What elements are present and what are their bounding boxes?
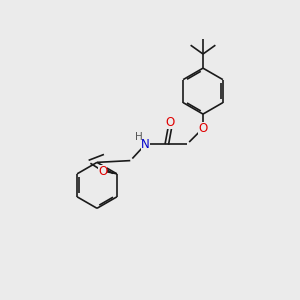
Text: O: O [98, 165, 107, 178]
Text: O: O [198, 122, 208, 135]
Text: N: N [141, 138, 150, 151]
Text: H: H [135, 132, 143, 142]
Text: O: O [166, 116, 175, 129]
